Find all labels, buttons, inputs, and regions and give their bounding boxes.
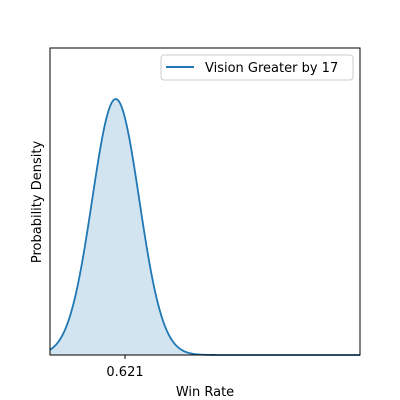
legend: Vision Greater by 17 bbox=[160, 54, 354, 81]
legend-box bbox=[160, 54, 354, 81]
density-area-fill bbox=[50, 99, 360, 355]
y-axis-label: Probability Density bbox=[30, 141, 45, 264]
x-ticks: 0.621 bbox=[106, 355, 144, 380]
x-tick-label: 0.621 bbox=[106, 365, 143, 380]
x-axis-label: Win Rate bbox=[176, 385, 234, 400]
plot-area bbox=[49, 98, 360, 356]
axes-frame bbox=[49, 47, 361, 356]
legend-label: Vision Greater by 17 bbox=[205, 61, 338, 76]
